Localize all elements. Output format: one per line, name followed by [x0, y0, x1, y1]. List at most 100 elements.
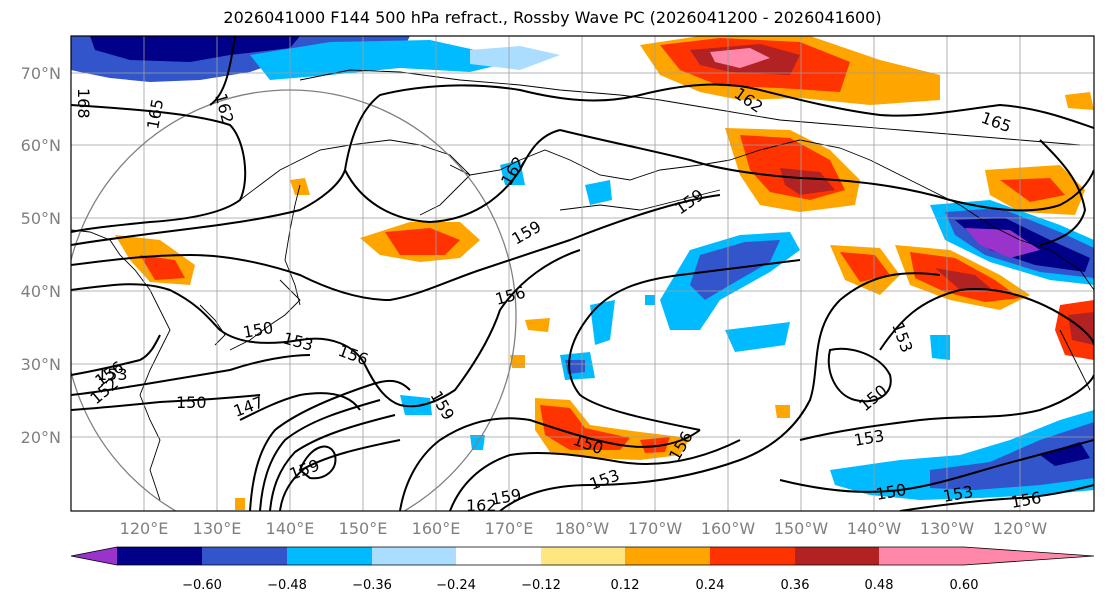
- colorbar-swatch: [456, 547, 541, 565]
- reference-circle: [71, 89, 517, 511]
- colorbar-swatch: [287, 547, 372, 565]
- neg-patch-e: [645, 295, 655, 305]
- contour-label: 150: [176, 393, 207, 412]
- colorbar: −0.60 −0.48 −0.36 −0.24 −0.12 0.12 0.24 …: [70, 546, 1095, 593]
- contour-loop-a: [249, 379, 411, 511]
- lon-label: 140°E: [266, 519, 315, 538]
- contour-152: [71, 354, 311, 396]
- map-frame: [70, 35, 1095, 512]
- lat-label: 70°N: [21, 64, 61, 83]
- lon-label: 180°W: [555, 519, 610, 538]
- colorbar-tick-label: 0.36: [781, 578, 810, 593]
- pos-core-china: [140, 255, 185, 280]
- contour-labels: 168 162 165 165 162 162 159 159 156 153 …: [74, 84, 1043, 511]
- graticule: [71, 36, 1094, 511]
- contour-159-ne: [1039, 139, 1087, 246]
- pos-peak-arctic-east: [710, 48, 770, 68]
- contour-156-north: [71, 194, 721, 302]
- pos-patch-c: [510, 355, 525, 368]
- lon-label: 120°E: [120, 519, 169, 538]
- contours: [71, 36, 1094, 511]
- neg-region-arctic-center: [250, 40, 520, 80]
- coast-asia: [71, 229, 171, 501]
- coast-korea: [199, 304, 226, 346]
- pos-peak-midpacific-b: [935, 268, 995, 292]
- coast-bering: [449, 149, 731, 181]
- neg-patch-a: [500, 160, 525, 185]
- colorbar-tick-label: −0.36: [352, 578, 392, 593]
- lon-label: 120°W: [993, 519, 1048, 538]
- lat-label: 30°N: [21, 355, 61, 374]
- longitude-labels: 120°E 130°E 140°E 150°E 160°E 170°E 180°…: [120, 519, 1048, 538]
- coast-siberia: [239, 139, 471, 216]
- colorbar-tick-label: −0.48: [267, 578, 307, 593]
- lon-label: 170°E: [485, 519, 534, 538]
- colorbar-swatch: [795, 547, 879, 565]
- contour-156-south: [449, 439, 741, 511]
- contour-156-mid: [399, 249, 581, 408]
- contour-153-southeast: [799, 374, 1094, 441]
- colorbar-tick-label: 0.48: [865, 578, 894, 593]
- coast-westcoast: [1059, 329, 1091, 391]
- pos-patch-b: [525, 318, 550, 332]
- lon-label: 150°W: [774, 519, 829, 538]
- contour-150-west: [71, 394, 261, 411]
- neg-region-small-c: [725, 322, 790, 352]
- contour-153-south: [499, 272, 941, 511]
- contour-156-southeast: [899, 484, 1094, 511]
- neg-patch-b: [585, 180, 612, 205]
- lon-label: 170°W: [628, 519, 683, 538]
- lat-label: 40°N: [21, 282, 61, 301]
- contour-153-a: [71, 283, 401, 406]
- pos-core-alaska: [780, 168, 835, 195]
- contour-153-east: [879, 288, 1094, 351]
- colorbar-extend-left: [71, 547, 117, 565]
- colorbar-outline: [70, 546, 1095, 566]
- colorbar-swatch: [541, 547, 625, 565]
- lon-label: 140°W: [847, 519, 902, 538]
- contour-150-southeast: [779, 439, 1094, 493]
- neg-region-small-d: [930, 335, 950, 360]
- colorbar-swatch: [117, 547, 202, 565]
- contour-150-closed: [827, 347, 892, 403]
- colorbar-tick-labels: −0.60 −0.48 −0.36 −0.24 −0.12 0.12 0.24 …: [182, 578, 978, 593]
- pos-patch-d: [775, 405, 790, 418]
- contour-159-north: [559, 129, 1094, 212]
- pos-patch-f: [235, 498, 245, 510]
- lon-label: 160°E: [412, 519, 461, 538]
- lat-label: 20°N: [21, 428, 61, 447]
- colorbar-tick-label: 0.12: [611, 578, 640, 593]
- colorbar-tick-label: −0.12: [521, 578, 561, 593]
- contour-loop-b: [259, 399, 381, 511]
- colorbar-tick-label: 0.24: [696, 578, 725, 593]
- colorbar-swatch: [710, 547, 795, 565]
- latitude-labels: 70°N 60°N 50°N 40°N 30°N 20°N: [21, 64, 61, 447]
- contour-156-east: [568, 259, 801, 431]
- lon-label: 150°E: [339, 519, 388, 538]
- pos-core-subtropical: [540, 405, 630, 450]
- colorbar-tick-label: −0.60: [182, 578, 222, 593]
- colorbar-tick-label: 0.60: [950, 578, 979, 593]
- contour-153-west: [71, 334, 161, 376]
- neg-region-small-a: [590, 300, 615, 345]
- neg-patch-c: [400, 395, 432, 415]
- coast-arctic: [299, 69, 1081, 146]
- neg-core-central-pacific: [690, 240, 780, 300]
- colorbar-swatch: [202, 547, 287, 565]
- neg-peak-gulf-alaska: [965, 228, 1040, 258]
- neg-weak-arctic: [470, 46, 560, 70]
- lat-label: 60°N: [21, 136, 61, 155]
- contour-162-asia: [71, 169, 346, 246]
- colorbar-swatch: [625, 547, 710, 565]
- coast-aleutians: [559, 189, 721, 211]
- contour-159-south: [399, 417, 701, 511]
- contour-159-closed: [298, 445, 337, 480]
- contour-loop-c: [269, 414, 396, 511]
- pos-core-northeast: [1000, 178, 1065, 202]
- pos-core-okhotsk: [385, 228, 460, 255]
- pos-patch-e: [1065, 92, 1094, 110]
- lon-label: 130°E: [193, 519, 242, 538]
- neg-core-arctic-west: [90, 36, 300, 62]
- colorbar-tick-label: −0.24: [436, 578, 476, 593]
